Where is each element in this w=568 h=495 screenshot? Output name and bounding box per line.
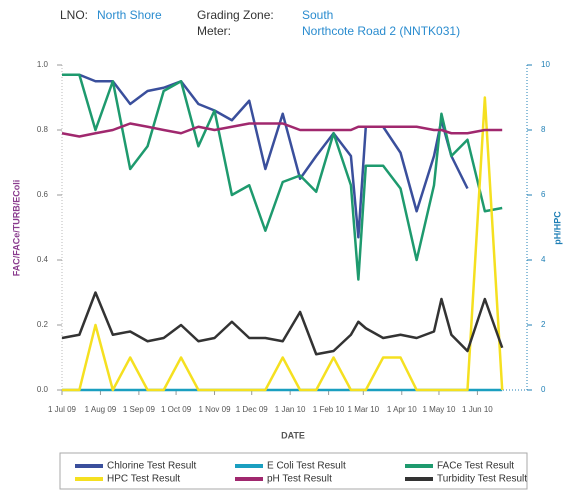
y2-tick-label: 2	[541, 320, 546, 329]
lno-value: North Shore	[97, 8, 162, 22]
y-tick-label: 0.6	[37, 190, 49, 199]
y-tick-label: 0.4	[37, 255, 49, 264]
legend-label: FACe Test Result	[437, 461, 514, 472]
x-tick-label: 1 Jun 10	[462, 405, 493, 414]
series-line	[62, 73, 469, 239]
y2-tick-label: 4	[541, 255, 546, 264]
y2-tick-label: 6	[541, 190, 546, 199]
x-tick-label: 1 Aug 09	[85, 405, 117, 414]
x-tick-label: 1 Apr 10	[387, 405, 417, 414]
legend-label: pH Test Result	[267, 474, 332, 485]
legend-label: Turbidity Test Result	[437, 474, 527, 485]
x-tick-label: 1 Jul 09	[48, 405, 77, 414]
lno-label: LNO:	[60, 8, 88, 22]
y2-axis-label: pH/HPC	[552, 211, 562, 245]
zone-label: Grading Zone:	[197, 8, 274, 22]
y2-tick-label: 10	[541, 60, 550, 69]
meter-value: Northcote Road 2 (NNTK031)	[302, 24, 460, 38]
x-tick-label: 1 Feb 10	[313, 405, 345, 414]
meter-label: Meter:	[197, 24, 231, 38]
y2-tick-label: 0	[541, 385, 546, 394]
series-line	[62, 73, 503, 281]
legend-label: HPC Test Result	[107, 474, 180, 485]
series-line	[61, 291, 504, 356]
x-axis-label: DATE	[281, 430, 305, 440]
x-tick-label: 1 Sep 09	[123, 405, 156, 414]
y-tick-label: 0.2	[37, 320, 49, 329]
zone-value: South	[302, 8, 333, 22]
y-tick-label: 0.0	[37, 385, 49, 394]
x-tick-label: 1 Nov 09	[199, 405, 232, 414]
y-axis-label: FAC/FACe/TURB/EColi	[11, 180, 21, 277]
x-tick-label: 1 Oct 09	[161, 405, 192, 414]
series-line	[62, 96, 504, 392]
x-tick-label: 1 Jan 10	[275, 405, 306, 414]
x-tick-label: 1 Mar 10	[348, 405, 380, 414]
y-tick-label: 1.0	[37, 60, 49, 69]
y2-tick-label: 8	[541, 125, 546, 134]
series-line	[61, 122, 503, 138]
y-tick-label: 0.8	[37, 125, 49, 134]
x-tick-label: 1 Dec 09	[236, 405, 269, 414]
legend-label: Chlorine Test Result	[107, 461, 197, 472]
x-tick-label: 1 May 10	[423, 405, 456, 414]
legend-box	[59, 452, 528, 490]
legend-label: E Coli Test Result	[267, 461, 346, 472]
